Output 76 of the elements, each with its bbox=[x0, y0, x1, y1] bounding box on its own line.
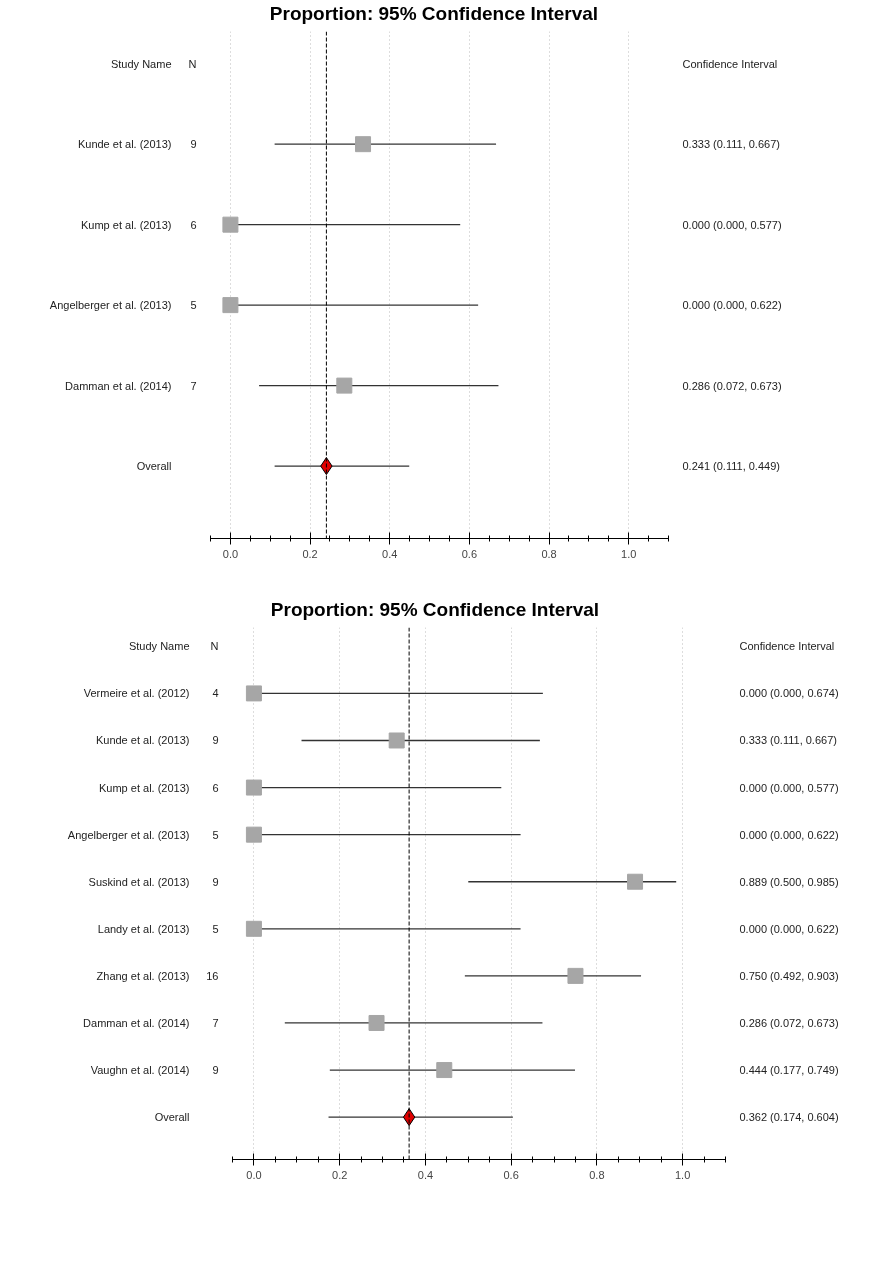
text: 0.000 (0.000, 0.577) bbox=[739, 781, 839, 794]
x-tick-label: 0.6 bbox=[461, 547, 478, 560]
point bbox=[245, 920, 262, 937]
y2-tick-label: 5 bbox=[190, 299, 197, 312]
x-tick-label: 0.0 bbox=[246, 1168, 262, 1181]
y-tick-label: Zhang et al. (2013) bbox=[96, 969, 190, 982]
x-tick-label: 1.0 bbox=[674, 1168, 691, 1181]
point bbox=[436, 1062, 453, 1079]
text: Confidence Interval bbox=[739, 640, 835, 653]
y2-tick-label: 9 bbox=[212, 875, 219, 888]
x-tick-label: 0.4 bbox=[417, 1168, 434, 1181]
y2-tick-label: 7 bbox=[190, 379, 197, 392]
y2-tick-label: 16 bbox=[206, 969, 219, 982]
x-tick-label: 0.8 bbox=[589, 1168, 605, 1181]
x-tick-label: 0.6 bbox=[503, 1168, 519, 1181]
y-tick-label: Suskind et al. (2013) bbox=[88, 875, 190, 888]
text: 0.362 (0.174, 0.604) bbox=[739, 1111, 839, 1124]
y-tick-label: Vermeire et al. (2012) bbox=[83, 687, 190, 700]
text: Study Name bbox=[110, 57, 172, 70]
x-tick-label: 0.2 bbox=[332, 1168, 348, 1181]
x-tick-label: 0.0 bbox=[222, 547, 239, 560]
y2-tick-label: 5 bbox=[212, 828, 219, 841]
y-tick-label: Kunde et al. (2013) bbox=[95, 734, 190, 747]
y-tick-label: Kump et al. (2013) bbox=[81, 218, 172, 231]
y2-tick-label: 6 bbox=[190, 218, 197, 231]
text: 0.000 (0.000, 0.622) bbox=[739, 828, 839, 841]
text: 0.000 (0.000, 0.622) bbox=[682, 299, 782, 312]
x-tick-label: 0.2 bbox=[302, 547, 318, 560]
y-tick-label: Angelberger et al. (2013) bbox=[67, 828, 190, 841]
text: 0.444 (0.177, 0.749) bbox=[739, 1064, 839, 1077]
y-tick-label: Kunde et al. (2013) bbox=[77, 138, 172, 151]
point bbox=[627, 873, 644, 890]
y2-tick-label: 6 bbox=[212, 781, 219, 794]
text: 0.286 (0.072, 0.673) bbox=[682, 379, 782, 392]
text: Confidence Interval bbox=[682, 57, 778, 70]
point bbox=[368, 1014, 385, 1031]
point bbox=[355, 136, 372, 153]
point bbox=[245, 779, 262, 796]
text: 0.333 (0.111, 0.667) bbox=[682, 138, 780, 151]
y-tick-label: Angelberger et al. (2013) bbox=[49, 299, 172, 312]
y-tick-label: Vaughn et al. (2014) bbox=[90, 1064, 190, 1077]
text: 0.000 (0.000, 0.577) bbox=[682, 218, 782, 231]
text: Study Name bbox=[128, 640, 190, 653]
text: 0.000 (0.000, 0.674) bbox=[739, 687, 839, 700]
chart-title: Proportion: 95% Confidence Interval bbox=[269, 598, 601, 622]
point bbox=[222, 216, 239, 233]
point bbox=[567, 967, 584, 984]
text: 0.333 (0.111, 0.667) bbox=[739, 734, 837, 747]
text: 0.241 (0.111, 0.449) bbox=[682, 460, 780, 473]
y-tick-label: Damman et al. (2014) bbox=[65, 379, 172, 392]
x-tick-label: 1.0 bbox=[621, 547, 637, 560]
y2-tick-label: 7 bbox=[212, 1016, 219, 1029]
x-tick-label: 0.4 bbox=[382, 547, 398, 560]
y2-tick-label: 4 bbox=[212, 687, 219, 700]
y-tick-label: Overall bbox=[136, 460, 172, 473]
text: 0.286 (0.072, 0.673) bbox=[739, 1016, 839, 1029]
chart-title: Proportion: 95% Confidence Interval bbox=[268, 2, 600, 26]
x-tick-label: 0.8 bbox=[541, 547, 557, 560]
point bbox=[245, 685, 262, 702]
text: N bbox=[188, 57, 197, 70]
y2-tick-label: 9 bbox=[212, 734, 219, 747]
y2-tick-label: 9 bbox=[212, 1064, 219, 1077]
point bbox=[388, 732, 405, 749]
y-tick-label: Kump et al. (2013) bbox=[99, 781, 190, 794]
text: 0.889 (0.500, 0.985) bbox=[739, 875, 839, 888]
y-tick-label: Landy et al. (2013) bbox=[97, 922, 190, 935]
point bbox=[336, 377, 353, 394]
y2-tick-label: 9 bbox=[190, 138, 197, 151]
text: 0.750 (0.492, 0.903) bbox=[739, 969, 839, 982]
text: 0.000 (0.000, 0.622) bbox=[739, 922, 839, 935]
point bbox=[222, 297, 239, 314]
y-tick-label: Overall bbox=[154, 1111, 190, 1124]
y-tick-label: Damman et al. (2014) bbox=[83, 1016, 190, 1029]
point bbox=[245, 826, 262, 843]
text: N bbox=[210, 640, 219, 653]
y2-tick-label: 5 bbox=[212, 922, 219, 935]
